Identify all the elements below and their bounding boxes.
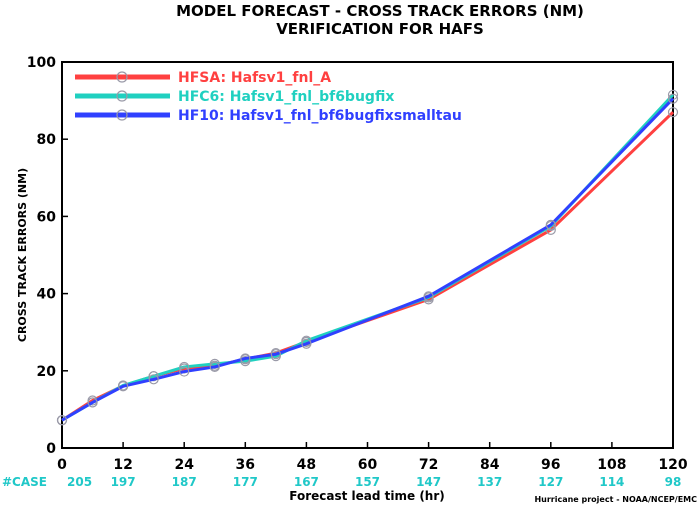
- x-tick-label: 48: [297, 457, 316, 473]
- x-tick-label: 24: [174, 457, 194, 473]
- plot-area: 0205121972418736177481676015772147841379…: [27, 55, 688, 489]
- case-count: 137: [477, 475, 502, 489]
- x-tick-label: 60: [358, 457, 378, 473]
- y-tick-label: 100: [27, 55, 56, 71]
- data-point: [423, 291, 434, 302]
- x-axis-label: Forecast lead time (hr): [289, 489, 445, 503]
- legend-label-1: HFSA: Hafsv1_fnl_A: [178, 70, 331, 86]
- data-point: [545, 219, 556, 230]
- case-count: 177: [233, 475, 258, 489]
- y-tick-label: 60: [37, 209, 57, 225]
- data-point: [56, 415, 68, 426]
- case-count: 127: [538, 475, 563, 489]
- x-tick-label: 120: [658, 457, 687, 473]
- data-point: [270, 349, 281, 360]
- x-tick-label: 108: [597, 457, 626, 473]
- data-point: [667, 93, 679, 104]
- data-point: [301, 338, 312, 349]
- data-point: [240, 353, 251, 364]
- legend-label-2: HFC6: Hafsv1_fnl_bf6bugfix: [178, 89, 394, 105]
- data-point: [209, 361, 220, 373]
- case-count: 187: [172, 475, 197, 489]
- case-count: 197: [111, 475, 136, 489]
- case-count: 98: [665, 475, 682, 489]
- legend-label-3: HF10: Hafsv1_fnl_bf6bugfixsmalltau: [178, 108, 462, 124]
- x-tick-label: 12: [113, 457, 132, 473]
- case-count: 167: [294, 475, 319, 489]
- y-axis-label: CROSS TRACK ERRORS (NM): [16, 168, 29, 342]
- x-tick-label: 0: [57, 457, 67, 473]
- case-count: 205: [67, 475, 92, 489]
- chart-subtitle: VERIFICATION FOR HAFS: [276, 20, 484, 38]
- data-point: [148, 374, 159, 385]
- y-tick-label: 0: [46, 441, 56, 457]
- x-tick-label: 84: [480, 457, 500, 473]
- x-tick-label: 72: [419, 457, 438, 473]
- x-tick-label: 96: [541, 457, 560, 473]
- credit-text: Hurricane project - NOAA/NCEP/EMC: [534, 495, 697, 504]
- legend-marker: [116, 90, 128, 102]
- legend-marker: [116, 71, 128, 83]
- data-point: [667, 107, 679, 118]
- y-tick-label: 80: [37, 132, 57, 148]
- case-label: #CASE: [2, 475, 47, 489]
- legend-marker: [116, 109, 128, 121]
- case-count: 157: [355, 475, 380, 489]
- series-line-1: [61, 111, 675, 422]
- y-tick-label: 40: [37, 287, 57, 303]
- data-point: [117, 381, 129, 392]
- y-tick-label: 20: [37, 364, 57, 380]
- x-tick-label: 36: [236, 457, 255, 473]
- data-point: [87, 397, 98, 408]
- case-count: 147: [416, 475, 441, 489]
- chart-title: MODEL FORECAST - CROSS TRACK ERRORS (NM): [176, 2, 584, 20]
- case-count: 114: [599, 475, 624, 489]
- series-line-3: [61, 97, 675, 422]
- data-point: [179, 366, 190, 377]
